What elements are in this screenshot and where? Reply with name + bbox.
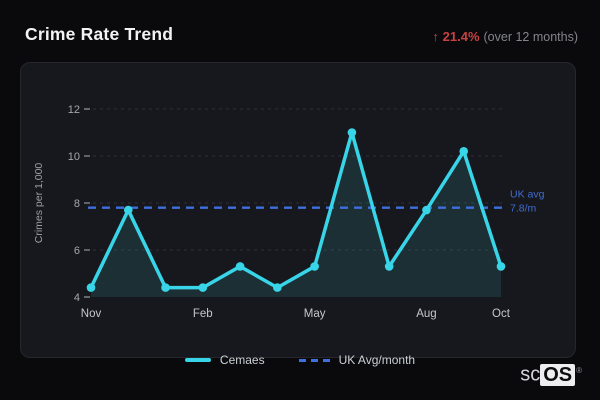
data-point-apr[interactable] bbox=[273, 283, 282, 292]
data-point-sep[interactable] bbox=[459, 147, 469, 156]
data-point-jun[interactable] bbox=[347, 128, 357, 137]
y-tick-label-6: 6 bbox=[74, 245, 80, 257]
logo-prefix: sc bbox=[520, 363, 541, 386]
dashed-line-swatch-icon bbox=[298, 358, 330, 362]
y-axis-title: Crimes per 1,000 bbox=[33, 163, 45, 244]
legend-item-cemaes[interactable]: Cemaes bbox=[184, 353, 265, 367]
data-point-mar[interactable] bbox=[235, 262, 245, 271]
x-tick-label-oct: Oct bbox=[492, 308, 511, 320]
data-point-aug[interactable] bbox=[422, 205, 431, 215]
uk-avg-value-label: 7.8/m bbox=[510, 203, 537, 215]
data-point-oct[interactable] bbox=[496, 262, 506, 271]
trend-chart: 4 6 8 10 12 Crimes per 1,000 Nov Feb May Aug Oct UK… bbox=[33, 104, 545, 320]
chart-card: 4 6 8 10 12 Crimes per 1,000 Nov Feb May Aug Oct UK… bbox=[20, 62, 576, 358]
line-swatch-icon bbox=[184, 358, 211, 362]
x-tick-label-aug: Aug bbox=[416, 308, 436, 320]
legend-label-uk-avg: UK Avg/month bbox=[338, 353, 416, 367]
data-point-feb[interactable] bbox=[198, 283, 208, 292]
x-tick-label-feb: Feb bbox=[193, 308, 213, 320]
delta-value: 21.4% bbox=[442, 29, 480, 44]
legend-label-cemaes: Cemaes bbox=[219, 353, 265, 367]
data-point-nov[interactable] bbox=[86, 283, 96, 292]
chart-legend: Cemaes UK Avg/month bbox=[0, 353, 600, 367]
x-tick-label-may: May bbox=[304, 308, 326, 320]
delta-caption: (over 12 months) bbox=[483, 30, 578, 44]
area-fill bbox=[91, 132, 501, 297]
trend-delta: ↑ 21.4% (over 12 months) bbox=[432, 29, 578, 44]
data-point-jul[interactable] bbox=[384, 262, 394, 271]
data-point-may[interactable] bbox=[310, 262, 319, 271]
registered-icon: ® bbox=[576, 366, 582, 375]
data-point-jan[interactable] bbox=[161, 283, 170, 292]
series-line-cemaes bbox=[89, 130, 503, 290]
legend-item-uk-avg[interactable]: UK Avg/month bbox=[298, 353, 416, 367]
y-tick-label-8: 8 bbox=[74, 198, 80, 210]
page-title: Crime Rate Trend bbox=[25, 24, 174, 44]
y-tick-label-10: 10 bbox=[68, 151, 80, 163]
scos-logo: sc OS ® bbox=[520, 358, 582, 388]
y-tick-label-12: 12 bbox=[68, 104, 80, 116]
data-point-dec[interactable] bbox=[123, 205, 133, 215]
uk-avg-label: UK avg bbox=[510, 189, 545, 201]
logo-box: OS bbox=[540, 363, 576, 386]
up-arrow-icon: ↑ bbox=[432, 30, 439, 44]
y-tick-label-4: 4 bbox=[74, 292, 80, 304]
x-tick-label-nov: Nov bbox=[81, 308, 102, 320]
